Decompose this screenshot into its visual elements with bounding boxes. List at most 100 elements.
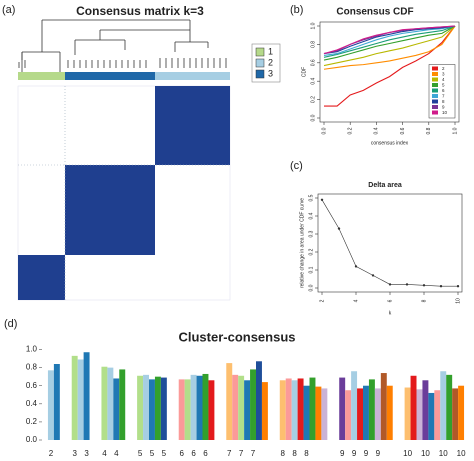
bar — [291, 380, 298, 440]
x-tick-label: 9 — [340, 449, 345, 458]
panel-label: (a) — [2, 4, 15, 16]
bar — [368, 379, 375, 440]
bar — [297, 378, 304, 440]
matrix-block — [18, 255, 65, 300]
bar — [53, 364, 60, 440]
bar — [107, 367, 114, 440]
legend-label: 3 — [442, 71, 445, 76]
bar — [256, 361, 262, 440]
x-tick-label: 5 — [162, 449, 167, 458]
panel-label: (d) — [4, 318, 17, 330]
x-tick-label: 9 — [364, 449, 369, 458]
x-tick-label: 4 — [353, 299, 359, 302]
series-line — [323, 25, 456, 55]
bar — [452, 388, 459, 440]
bar — [77, 359, 84, 440]
x-tick-label: 9 — [352, 449, 357, 458]
bar — [303, 385, 310, 440]
y-tick-label: 0.0 — [308, 284, 314, 291]
point — [456, 285, 460, 288]
series-line — [321, 199, 458, 287]
x-tick-label: 3 — [72, 449, 77, 458]
legend-swatch — [255, 58, 265, 68]
x-tick-label: 0.4 — [374, 127, 380, 134]
bar — [232, 374, 239, 440]
cluster-bar — [155, 72, 230, 80]
x-tick-label: 7 — [239, 449, 244, 458]
bar — [428, 392, 435, 440]
bar — [410, 375, 417, 440]
x-tick-label: 6 — [179, 449, 184, 458]
point — [405, 283, 409, 286]
y-tick-label: 1.0 — [26, 345, 38, 354]
x-tick-label: 10 — [421, 449, 430, 458]
bar — [458, 385, 465, 440]
point — [354, 265, 358, 268]
bar — [380, 373, 387, 440]
bar — [178, 379, 185, 440]
bar — [137, 375, 144, 440]
legend-label: 7 — [442, 93, 445, 98]
bar — [160, 377, 167, 440]
x-tick-label: 8 — [304, 449, 309, 458]
bar — [261, 382, 268, 440]
series-line — [323, 25, 456, 67]
y-tick-label: 0.1 — [308, 266, 314, 273]
y-tick-label: 0.6 — [310, 59, 316, 66]
point — [388, 283, 392, 286]
y-tick-label: 0.4 — [308, 212, 314, 219]
bar — [226, 363, 233, 440]
bar — [422, 380, 429, 440]
bar — [101, 366, 108, 440]
bar — [202, 373, 209, 440]
bar — [351, 371, 358, 440]
point — [422, 284, 426, 287]
bar — [386, 385, 393, 440]
bar — [321, 388, 328, 440]
y-tick-label: 0.8 — [310, 41, 316, 48]
legend-swatch — [432, 94, 438, 98]
plot-frame — [317, 193, 463, 293]
cluster-bar — [65, 72, 155, 80]
x-tick-label: 5 — [150, 449, 155, 458]
bar — [184, 379, 191, 440]
bar — [434, 390, 441, 440]
bar — [47, 370, 54, 440]
x-tick-label: 0.2 — [348, 127, 354, 134]
bar — [250, 369, 256, 440]
y-tick-label: 0.0 — [26, 435, 38, 444]
legend-swatch — [432, 88, 438, 93]
bar — [190, 374, 197, 440]
legend-label: 6 — [442, 88, 445, 93]
legend-swatch — [432, 83, 438, 87]
bar — [363, 385, 369, 440]
bar — [113, 378, 120, 440]
point — [371, 274, 375, 277]
x-tick-label: 2 — [319, 299, 325, 302]
x-tick-label: 0.6 — [400, 127, 406, 134]
y-tick-label: 0.2 — [26, 417, 38, 426]
bar — [71, 355, 78, 440]
panel-title: Cluster-consensus — [178, 329, 295, 344]
bar — [238, 375, 245, 440]
series-line — [323, 25, 456, 70]
cluster-bar — [18, 72, 65, 80]
x-tick-label: 8 — [281, 449, 286, 458]
panel-title: Consensus CDF — [336, 7, 413, 18]
x-tick-label: 6 — [387, 299, 393, 302]
bar — [357, 388, 363, 440]
legend-label: 9 — [442, 104, 445, 109]
panel-label: (c) — [290, 160, 303, 172]
series-line — [323, 25, 456, 61]
x-tick-label: 8 — [421, 299, 427, 302]
point — [439, 285, 443, 288]
y-tick-label: 0.4 — [310, 78, 316, 85]
y-tick-label: 0.8 — [26, 363, 38, 372]
bar — [154, 376, 161, 440]
x-axis-label: k — [389, 310, 392, 316]
y-tick-label: 0.4 — [26, 399, 38, 408]
x-tick-label: 6 — [203, 449, 208, 458]
legend-label: 8 — [442, 99, 445, 104]
series-line — [323, 25, 456, 58]
